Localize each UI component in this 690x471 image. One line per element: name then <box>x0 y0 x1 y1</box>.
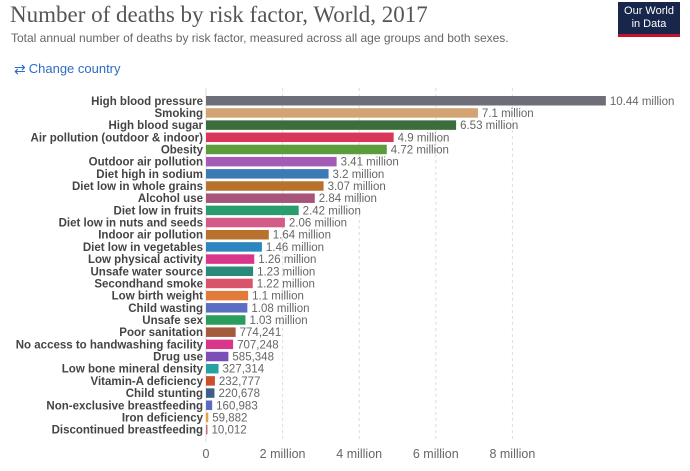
category-label: Child wasting <box>128 303 203 315</box>
bar <box>206 156 337 167</box>
category-label: Unsafe water source <box>91 266 204 278</box>
swap-arrows-icon: ⇄ <box>14 60 26 77</box>
bar <box>206 108 478 118</box>
value-label: 1.1 million <box>252 291 304 303</box>
value-label: 220,678 <box>218 388 260 400</box>
category-label: Diet low in nuts and seeds <box>59 218 203 230</box>
bar <box>206 132 394 143</box>
bar <box>206 339 234 350</box>
logo-line-2: in Data <box>631 18 667 30</box>
value-label: 1.64 million <box>273 230 331 242</box>
category-label: Diet high in sodium <box>96 169 203 181</box>
value-label: 1.26 million <box>258 254 316 266</box>
bar <box>206 96 606 106</box>
category-label: Smoking <box>154 108 203 120</box>
value-label: 6.53 million <box>460 120 518 132</box>
category-label: Alcohol use <box>138 193 203 205</box>
bar <box>206 193 315 203</box>
logo-line-1: Our World <box>624 5 674 17</box>
x-tick-label: 8 million <box>489 447 535 461</box>
bar <box>206 424 208 435</box>
value-label: 3.07 million <box>328 181 386 193</box>
category-label: Diet low in whole grains <box>72 181 203 193</box>
chart-subtitle: Total annual number of deaths by risk fa… <box>11 31 509 45</box>
category-label: High blood sugar <box>108 120 203 132</box>
category-label: Drug use <box>153 352 203 364</box>
bar <box>206 229 269 240</box>
x-tick-label: 0 <box>203 447 210 461</box>
value-label: 232,777 <box>219 376 261 388</box>
category-label: Discontinued breastfeeding <box>52 425 203 437</box>
bar <box>206 303 248 313</box>
value-label: 585,348 <box>232 352 274 364</box>
bar <box>206 376 215 386</box>
category-label: Low birth weight <box>112 291 204 303</box>
category-label: High blood pressure <box>91 96 203 108</box>
value-label: 4.72 million <box>391 144 449 156</box>
bar <box>206 217 285 228</box>
category-label: Low bone mineral density <box>62 364 204 376</box>
value-label: 774,241 <box>240 327 282 339</box>
value-label: 10.44 million <box>610 96 675 108</box>
value-label: 160,983 <box>216 400 258 412</box>
bar <box>206 327 236 337</box>
value-label: 1.46 million <box>266 242 324 254</box>
value-label: 327,314 <box>223 364 265 376</box>
bar <box>206 181 324 191</box>
category-label: Outdoor air pollution <box>89 157 203 169</box>
value-label: 3.41 million <box>341 157 399 169</box>
bar <box>206 400 213 410</box>
change-country-label: Change country <box>28 61 121 76</box>
x-tick-label: 6 million <box>413 447 459 461</box>
bar <box>206 254 255 264</box>
bar <box>206 242 262 252</box>
bar <box>206 169 329 179</box>
bar <box>206 412 209 423</box>
category-label: Iron deficiency <box>122 412 204 424</box>
change-country-button[interactable]: ⇄ Change country <box>14 61 121 76</box>
category-label: Poor sanitation <box>119 327 203 339</box>
category-label: Low physical activity <box>88 254 204 266</box>
value-label: 7.1 million <box>482 108 534 120</box>
category-label: Obesity <box>161 144 204 156</box>
value-label: 2.06 million <box>289 218 347 230</box>
bar <box>206 315 246 325</box>
category-label: Non-exclusive breastfeeding <box>46 400 203 412</box>
value-label: 2.42 million <box>303 205 361 217</box>
bar <box>206 351 229 362</box>
value-label: 1.22 million <box>257 278 315 290</box>
category-label: Vitamin-A deficiency <box>91 376 204 388</box>
bar <box>206 144 387 155</box>
bar <box>206 205 299 216</box>
x-tick-label: 4 million <box>336 447 382 461</box>
value-label: 1.23 million <box>257 266 315 278</box>
value-label: 4.9 million <box>398 132 450 144</box>
category-label: Child stunting <box>126 388 203 400</box>
bar <box>206 278 253 289</box>
category-label: Diet low in vegetables <box>83 242 203 254</box>
bar <box>206 290 249 301</box>
category-label: Air pollution (outdoor & indoor) <box>31 132 204 144</box>
category-label: Unsafe sex <box>142 315 203 327</box>
category-label: Secondhand smoke <box>94 278 203 290</box>
bar <box>206 363 219 374</box>
value-label: 707,248 <box>237 339 279 351</box>
value-label: 10,012 <box>212 425 247 437</box>
value-label: 1.08 million <box>251 303 309 315</box>
bar <box>206 266 254 277</box>
x-tick-label: 2 million <box>260 447 306 461</box>
value-label: 59,882 <box>212 412 247 424</box>
value-label: 3.2 million <box>333 169 385 181</box>
value-label: 1.03 million <box>249 315 307 327</box>
chart-title: Number of deaths by risk factor, World, … <box>10 2 428 27</box>
category-label: Diet low in fruits <box>114 205 203 217</box>
value-label: 2.84 million <box>319 193 377 205</box>
category-label: Indoor air pollution <box>98 230 203 242</box>
bar <box>206 388 215 398</box>
owid-logo[interactable]: Our World in Data <box>618 2 680 37</box>
bar <box>206 120 457 130</box>
category-label: No access to handwashing facility <box>16 339 204 351</box>
